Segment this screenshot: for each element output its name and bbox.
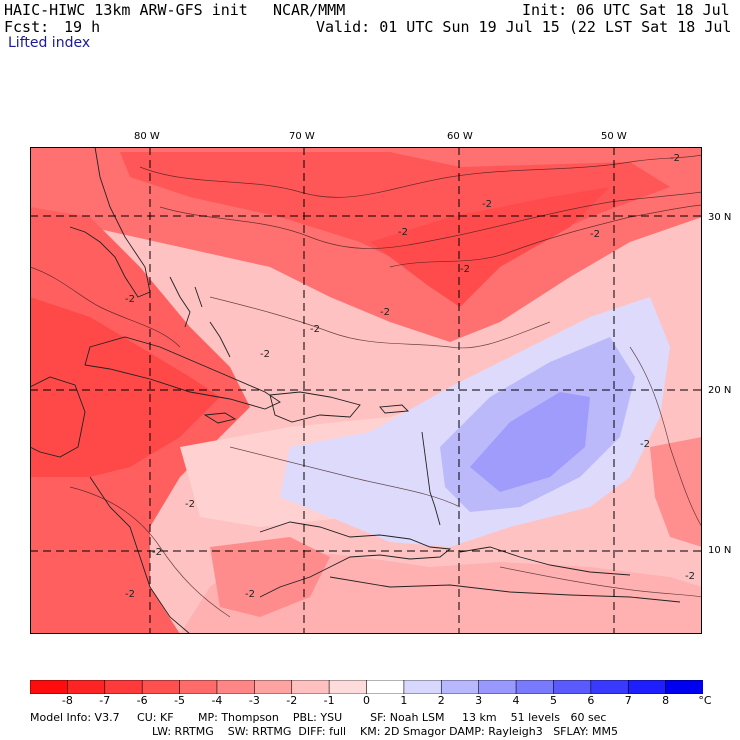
colorbar-swatch — [141, 680, 181, 694]
colorbar-tick-label: 3 — [475, 694, 483, 707]
colorbar-swatch — [254, 680, 293, 694]
colorbar-tick-label: 5 — [549, 694, 557, 707]
colorbar-swatch — [627, 680, 667, 694]
gulf-core — [30, 297, 220, 477]
colorbar-tick-label: -4 — [211, 694, 223, 707]
northern-core — [120, 152, 670, 287]
venezuela-inland — [329, 576, 681, 603]
contour-label: -2 — [310, 324, 320, 335]
colorbar-tick-label: 0 — [363, 694, 370, 707]
colorbar-tick-label: -1 — [323, 694, 335, 707]
contour-label: -2 — [670, 153, 680, 164]
jamaica — [203, 412, 237, 424]
org-label: NCAR/MMM — [273, 1, 346, 19]
contour-label: -2 — [398, 227, 408, 238]
contour-label: -2 — [125, 294, 135, 305]
colorbar-tick-label: -6 — [136, 694, 148, 707]
colorbar-unit: °C — [698, 694, 712, 707]
lon-label-60w: 60 W — [447, 131, 473, 142]
colorbar-tick-label: -7 — [99, 694, 111, 707]
lat-label-30n: 30 N — [708, 212, 732, 223]
forecast-label: Fcst: — [4, 18, 50, 36]
colorbar-tick-label: -5 — [174, 694, 186, 707]
contour-label: -2 — [640, 439, 650, 450]
colorbar-swatch — [403, 680, 443, 694]
colorbar-swatch — [291, 680, 330, 694]
lat-label-10n: 10 N — [708, 545, 732, 556]
lat-label-20n: 20 N — [708, 385, 732, 396]
colorbar-swatch — [440, 680, 480, 694]
model-title: HAIC-HIWC 13km ARW-GFS init — [4, 1, 248, 19]
forecast-hours: 19 h — [64, 18, 101, 36]
colorbar-tick-label: 4 — [512, 694, 520, 707]
florida-coast — [69, 147, 151, 298]
colorbar-swatch — [328, 680, 368, 694]
contour-label-group: -2 -2 -2 -2 -2 -2 -2 -2 -2 -2 -2 -2 -2 -… — [125, 153, 695, 600]
colorbar-swatch — [30, 680, 69, 694]
init-time: Init: 06 UTC Sat 18 Jul 15 — [522, 1, 740, 19]
positive-region-core — [470, 392, 590, 492]
colorbar-swatch — [515, 680, 555, 694]
hispaniola — [269, 391, 361, 423]
south-america-coast — [259, 521, 452, 598]
bahamas — [169, 276, 231, 358]
colorbar-swatch — [216, 680, 256, 694]
colorbar-swatch — [590, 680, 630, 694]
central-america-coast — [89, 476, 191, 634]
contour-label: -2 — [125, 589, 135, 600]
map-frame — [30, 147, 702, 634]
coastlines — [30, 147, 681, 634]
contour-label: -2 — [152, 547, 162, 558]
colorbar-tick-label: 7 — [624, 694, 632, 707]
contour-label: -2 — [380, 307, 390, 318]
puerto-rico — [379, 404, 410, 414]
contour-label: -2 — [260, 349, 270, 360]
guyana-coast — [459, 546, 631, 576]
colorbar-swatch — [478, 680, 517, 694]
lon-label-70w: 70 W — [289, 131, 315, 142]
contour-label: -2 — [185, 499, 195, 510]
yucatan-coast — [30, 376, 86, 458]
contour-label: -2 — [460, 264, 470, 275]
colorbar-swatch — [366, 680, 405, 694]
colorbar-tick-label: 6 — [587, 694, 595, 707]
footer-model-info: Model Info: V3.7 CU: KF MP: Thompson PBL… — [30, 711, 607, 724]
contour-label: -2 — [482, 199, 492, 210]
colorbar-tick-label: 8 — [662, 694, 670, 707]
colorbar-tick-label: -8 — [61, 694, 73, 707]
lon-label-50w: 50 W — [601, 131, 627, 142]
colorbar-swatch — [665, 680, 703, 694]
atlantic-ridge-core — [370, 187, 610, 307]
colorbar-swatch — [553, 680, 592, 694]
colorbar — [30, 680, 703, 694]
graticule — [30, 147, 702, 634]
lon-label-80w: 80 W — [134, 131, 160, 142]
field-shading — [30, 147, 702, 634]
lifted-index-map: -2 -2 -2 -2 -2 -2 -2 -2 -2 -2 -2 -2 -2 -… — [30, 147, 702, 634]
field-name: Lifted index — [8, 35, 91, 51]
colorbar-swatch — [179, 680, 218, 694]
lesser-antilles — [421, 431, 441, 526]
contour-lines — [30, 154, 702, 618]
contour-label: -2 — [590, 229, 600, 240]
colorbar-tick-label: -3 — [248, 694, 260, 707]
sw-inner-band — [210, 537, 330, 617]
colorbar-swatch — [67, 680, 106, 694]
east-patch — [650, 437, 702, 547]
colorbar-swatch — [104, 680, 143, 694]
colorbar-tick-label: -2 — [286, 694, 298, 707]
contour-label: -2 — [685, 571, 695, 582]
valid-time: Valid: 01 UTC Sun 19 Jul 15 (22 LST Sat … — [316, 18, 740, 36]
colorbar-tick-label: 2 — [437, 694, 445, 707]
contour-label: -2 — [245, 589, 255, 600]
footer-physics-info: LW: RRTMG SW: RRTMG DIFF: full KM: 2D Sm… — [152, 725, 618, 738]
colorbar-tick-label: 1 — [400, 694, 408, 707]
